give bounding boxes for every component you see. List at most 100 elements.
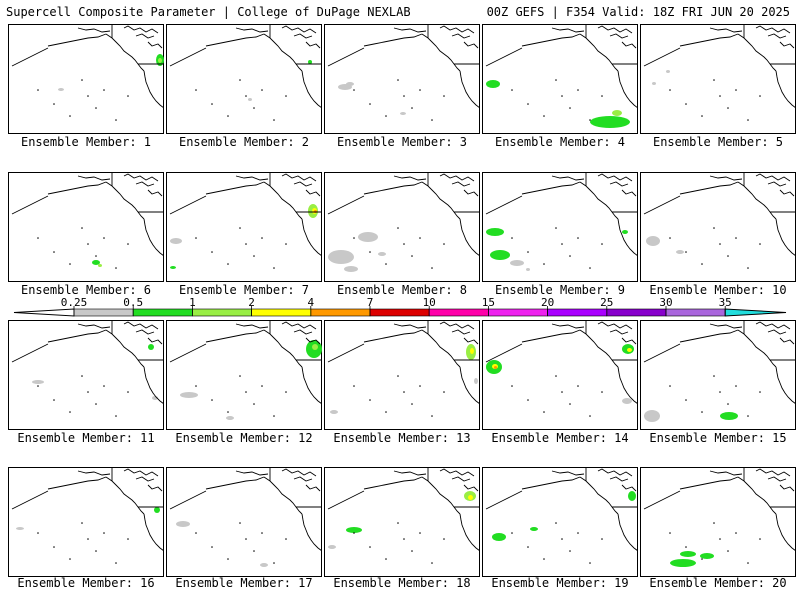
page-title: Supercell Composite Parameter | College … xyxy=(6,5,411,19)
island-dot xyxy=(527,546,529,548)
island-dot xyxy=(561,243,563,245)
scp-shaded-area xyxy=(676,250,684,254)
ensemble-map-panel xyxy=(482,172,638,282)
scp-shaded-area xyxy=(328,250,354,264)
island-dot xyxy=(285,538,287,540)
island-dot xyxy=(669,89,671,91)
island-dot xyxy=(273,415,275,417)
coastline xyxy=(621,41,637,49)
coastline xyxy=(779,41,795,49)
coastline xyxy=(169,47,207,67)
coastline xyxy=(551,470,585,476)
island-dot xyxy=(87,95,89,97)
island-dot xyxy=(555,227,557,229)
coastline xyxy=(463,337,479,345)
legend-tick-label: 35 xyxy=(719,296,732,309)
island-dot xyxy=(369,546,371,548)
coastline xyxy=(47,181,107,195)
island-dot xyxy=(759,538,761,540)
island-dot xyxy=(273,562,275,564)
island-dot xyxy=(719,95,721,97)
legend-swatch xyxy=(428,308,489,317)
coastline xyxy=(327,195,365,215)
scp-shaded-area xyxy=(666,70,670,73)
island-dot xyxy=(669,237,671,239)
coastline xyxy=(579,181,619,220)
island-dot xyxy=(115,562,117,564)
island-dot xyxy=(719,243,721,245)
island-dot xyxy=(713,227,715,229)
coastline xyxy=(485,490,523,510)
coastline xyxy=(609,181,629,187)
island-dot xyxy=(245,95,247,97)
coastline xyxy=(737,329,777,368)
coastline xyxy=(205,181,265,195)
coastline xyxy=(263,33,303,72)
coastline xyxy=(643,490,681,510)
island-dot xyxy=(353,385,355,387)
coastline xyxy=(143,218,164,257)
island-dot xyxy=(443,538,445,540)
island-dot xyxy=(397,522,399,524)
island-dot xyxy=(239,227,241,229)
coastline xyxy=(485,195,523,215)
scp-shaded-area xyxy=(346,527,362,533)
map-frame xyxy=(482,172,638,282)
coastline xyxy=(679,181,739,195)
island-dot xyxy=(727,255,729,257)
member-label: Ensemble Member: 7 xyxy=(178,283,310,297)
coastline xyxy=(551,27,585,33)
coastline xyxy=(621,484,637,492)
coastline xyxy=(135,476,155,482)
coastline xyxy=(305,189,321,197)
legend-tick-label: 7 xyxy=(367,296,374,309)
scp-shaded-area xyxy=(378,252,386,256)
island-dot xyxy=(37,385,39,387)
coastline xyxy=(235,27,269,33)
island-dot xyxy=(411,550,413,552)
coastline xyxy=(393,27,427,33)
coastline xyxy=(143,513,164,552)
island-dot xyxy=(431,267,433,269)
island-dot xyxy=(577,532,579,534)
map-canvas xyxy=(482,467,638,577)
scp-shaded-area xyxy=(612,110,622,116)
island-dot xyxy=(669,385,671,387)
island-dot xyxy=(555,522,557,524)
scp-shaded-area xyxy=(492,533,506,541)
coastline xyxy=(105,33,145,72)
island-dot xyxy=(719,538,721,540)
coastline xyxy=(393,175,427,181)
coastline xyxy=(281,25,317,34)
coastline xyxy=(485,47,523,67)
coastline xyxy=(551,323,585,329)
coastline xyxy=(451,33,471,39)
map-frame xyxy=(324,172,480,282)
coastline xyxy=(305,484,321,492)
scp-shaded-area xyxy=(158,58,162,63)
coastline xyxy=(597,173,633,182)
coastline xyxy=(621,189,637,197)
coastline xyxy=(281,321,317,330)
map-canvas xyxy=(8,172,164,282)
ensemble-map-panel xyxy=(166,24,322,134)
member-label: Ensemble Member: 13 xyxy=(333,431,471,445)
coastline xyxy=(11,343,49,363)
legend-tick-label: 2 xyxy=(248,296,255,309)
coastline xyxy=(597,321,633,330)
island-dot xyxy=(239,375,241,377)
legend-tick-label: 25 xyxy=(600,296,613,309)
scp-shaded-area xyxy=(646,236,660,246)
coastline xyxy=(263,181,303,220)
island-dot xyxy=(385,115,387,117)
ensemble-map-panel xyxy=(8,24,164,134)
coastline xyxy=(105,329,145,368)
coastline xyxy=(77,175,111,181)
ensemble-map-panel xyxy=(324,320,480,430)
island-dot xyxy=(227,263,229,265)
scp-shaded-area xyxy=(308,60,312,64)
map-frame xyxy=(640,172,796,282)
island-dot xyxy=(511,532,513,534)
coastline xyxy=(263,476,303,515)
island-dot xyxy=(253,107,255,109)
